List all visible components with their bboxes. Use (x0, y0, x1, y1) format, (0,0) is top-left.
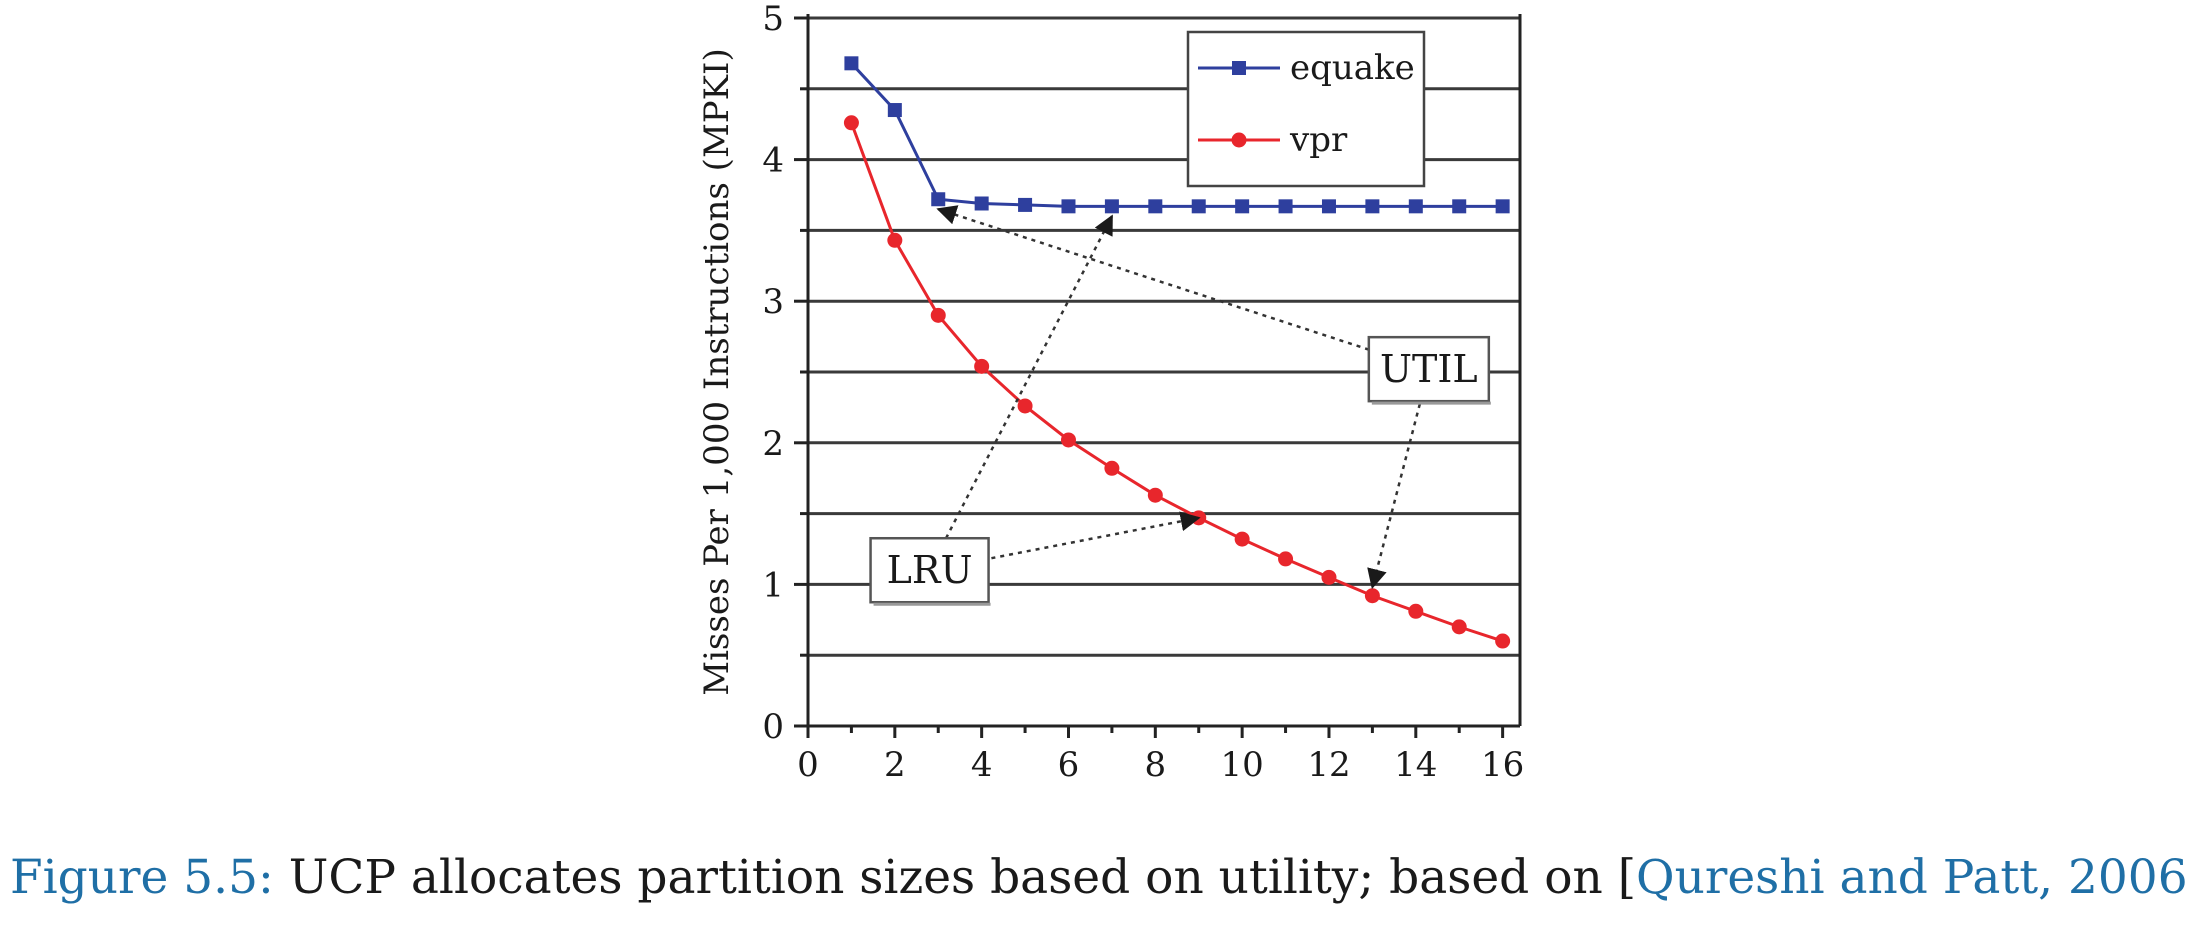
equake-point (1104, 199, 1119, 214)
x-tick-label: 14 (1394, 745, 1437, 785)
vpr-point (1495, 633, 1511, 649)
axes (806, 14, 1522, 728)
equake-point (887, 103, 902, 118)
annotation-arrow (928, 214, 1114, 571)
equake-point (1408, 199, 1423, 214)
vpr-point (1278, 551, 1294, 567)
equake-point (1148, 199, 1163, 214)
caption-text: UCP allocates partition sizes based on u… (273, 850, 1637, 905)
annotation-box (869, 536, 990, 604)
vpr-point (1364, 588, 1380, 604)
vpr-line (850, 122, 1504, 643)
vpr-point (1017, 398, 1033, 414)
equake-line (850, 62, 1503, 208)
legend-entry-equake: equake (1290, 48, 1415, 88)
vpr-point (930, 307, 946, 323)
series-lines (843, 56, 1511, 649)
equake-point (931, 192, 946, 207)
equake-point (1018, 197, 1033, 212)
vpr-point (887, 232, 903, 248)
y-tick-label: 2 (762, 424, 784, 464)
vpr-point (974, 358, 990, 374)
equake-point (974, 196, 989, 211)
y-tick-label: 5 (762, 0, 784, 39)
equake-point (1321, 199, 1336, 214)
vpr-point (1147, 487, 1163, 503)
vpr-point (1104, 460, 1120, 476)
legend-swatch-marker (1231, 132, 1247, 148)
x-tick-label: 16 (1481, 745, 1524, 785)
equake-point (1452, 199, 1467, 214)
x-tick-label: 12 (1307, 745, 1350, 785)
x-tick-label: 0 (797, 745, 819, 785)
annotation-arrow (936, 205, 1430, 371)
vpr-point (1234, 531, 1250, 547)
y-tick-label: 3 (762, 282, 784, 322)
equake-point (1495, 199, 1510, 214)
y-tick-label: 1 (762, 565, 784, 605)
vpr-point (1451, 619, 1467, 635)
x-tick-label: 8 (1144, 745, 1166, 785)
equake-point (1061, 199, 1076, 214)
x-tick-label: 6 (1058, 745, 1080, 785)
annotation-label: LRU (887, 548, 973, 592)
figure-number: Figure 5.5: (10, 850, 274, 905)
annotation-label: UTIL (1380, 347, 1478, 391)
figure-caption: Figure 5.5: UCP allocates partition size… (10, 850, 2191, 905)
caption-end: ]. (2188, 850, 2191, 905)
annotation-arrow (1367, 368, 1431, 590)
equake-point (1278, 199, 1293, 214)
annotations: UTIL LRU (869, 205, 1491, 606)
equake-point (1191, 199, 1206, 214)
equake-point (1235, 199, 1250, 214)
y-axis-label: Misses Per 1,000 Instructions (MPKI) (697, 48, 737, 695)
equake-point (1365, 199, 1380, 214)
x-tick-label: 10 (1221, 745, 1264, 785)
y-tick-label: 4 (762, 141, 784, 181)
vpr-point (1408, 603, 1424, 619)
legend-box (1186, 30, 1426, 188)
legend-entry-vpr: vpr (1289, 120, 1348, 160)
annotation-box (1367, 335, 1491, 403)
vpr-point (843, 115, 859, 131)
x-tick-label: 4 (971, 745, 993, 785)
legend-swatch-marker (1232, 61, 1246, 75)
y-tick-label: 0 (762, 707, 784, 747)
equake-point (844, 56, 859, 71)
caption-reference: Qureshi and Patt, 2006 (1636, 850, 2188, 905)
vpr-point (1060, 432, 1076, 448)
x-tick-label: 2 (884, 745, 906, 785)
vpr-point (1321, 569, 1337, 585)
legend: equake vpr (1186, 30, 1426, 188)
